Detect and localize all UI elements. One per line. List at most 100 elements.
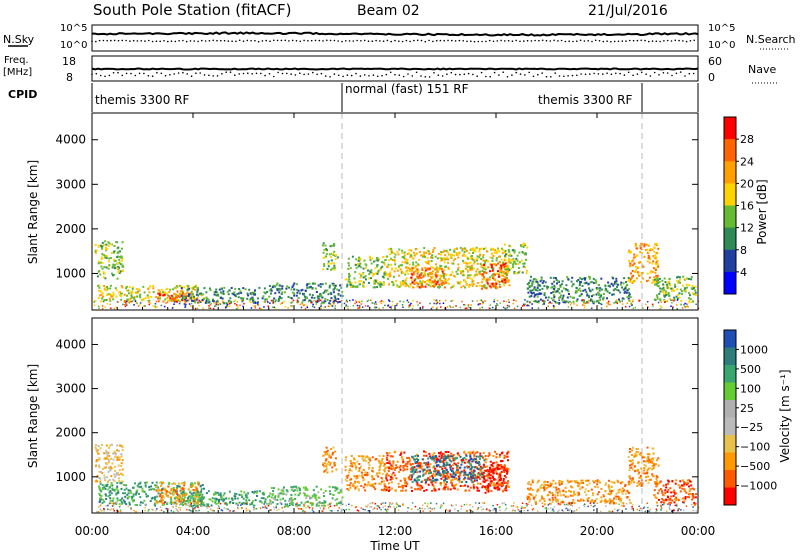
- echo-cell: [631, 300, 634, 303]
- echo-cell: [112, 478, 115, 481]
- echo-cell: [211, 497, 214, 500]
- noise-search-point: [625, 40, 627, 42]
- echo-cell: [98, 284, 101, 287]
- echo-cell: [591, 299, 594, 302]
- echo-cell: [398, 274, 401, 277]
- echo-cell: [636, 271, 639, 274]
- echo-cell: [434, 474, 437, 477]
- echo-cell: [503, 300, 505, 302]
- echo-cell: [354, 264, 357, 266]
- echo-cell: [184, 493, 187, 496]
- echo-cell: [419, 462, 421, 465]
- echo-cell: [248, 499, 251, 502]
- echo-cell: [156, 495, 159, 498]
- echo-cell: [464, 489, 467, 492]
- echo-cell: [226, 290, 229, 293]
- echo-cell: [444, 488, 446, 491]
- echo-cell: [680, 299, 683, 302]
- echo-cell: [598, 284, 600, 286]
- echo-cell: [420, 272, 423, 275]
- echo-cell: [507, 450, 510, 453]
- echo-cell: [134, 504, 137, 506]
- echo-cell: [635, 254, 638, 257]
- echo-cell: [429, 285, 432, 288]
- echo-cell: [582, 482, 585, 484]
- echo-cell: [429, 278, 432, 281]
- echo-cell: [419, 302, 421, 304]
- echo-cell: [118, 480, 121, 483]
- echo-cell: [406, 457, 409, 460]
- echo-cell: [468, 471, 471, 474]
- echo-cell: [418, 479, 420, 481]
- echo-cell: [423, 253, 426, 256]
- echo-cell: [498, 467, 501, 470]
- echo-cell: [370, 262, 373, 265]
- echo-cell: [114, 259, 117, 262]
- echo-cell: [489, 474, 492, 477]
- echo-cell: [496, 468, 499, 471]
- echo-cell: [412, 263, 415, 266]
- echo-cell: [371, 478, 374, 481]
- echo-cell: [340, 300, 343, 302]
- nave-point: [576, 74, 578, 77]
- echo-cell: [592, 492, 595, 495]
- echo-cell: [121, 241, 124, 244]
- echo-cell: [503, 474, 506, 477]
- echo-cell: [395, 280, 397, 282]
- nave-point: [229, 71, 232, 73]
- echo-cell: [209, 304, 212, 306]
- echo-cell: [105, 248, 108, 251]
- echo-cell: [326, 267, 329, 270]
- echo-cell: [435, 283, 438, 286]
- echo-cell: [457, 462, 460, 465]
- echo-cell: [101, 467, 104, 470]
- echo-cell: [503, 284, 506, 287]
- echo-cell: [168, 481, 171, 484]
- echo-cell: [101, 297, 104, 300]
- noise-search-point: [659, 40, 661, 43]
- echo-cell: [408, 458, 411, 461]
- echo-cell: [118, 449, 120, 452]
- echo-cell: [461, 254, 464, 257]
- echo-cell: [263, 306, 265, 308]
- echo-cell: [538, 288, 541, 291]
- echo-cell: [197, 500, 200, 503]
- echo-cell: [361, 300, 363, 303]
- echo-cell: [591, 499, 594, 502]
- echo-cell: [298, 487, 301, 490]
- echo-cell: [370, 484, 373, 487]
- echo-cell: [367, 299, 370, 302]
- echo-cell: [135, 291, 137, 294]
- echo-cell: [463, 279, 466, 282]
- echo-cell: [532, 278, 535, 281]
- echo-cell: [390, 263, 393, 266]
- echo-cell: [561, 280, 564, 283]
- echo-cell: [181, 299, 184, 302]
- echo-cell: [116, 262, 119, 265]
- echo-cell: [176, 290, 179, 293]
- nave-point: [363, 74, 366, 76]
- echo-cell: [526, 283, 529, 286]
- echo-cell: [507, 248, 510, 251]
- echo-cell: [495, 259, 498, 262]
- cpid-segment-1: themis 3300 RF: [95, 93, 189, 107]
- echo-cell: [553, 290, 556, 293]
- nave-point: [619, 72, 621, 75]
- echo-cell: [687, 292, 690, 295]
- echo-cell: [126, 304, 128, 306]
- echo-cell: [218, 288, 221, 291]
- echo-cell: [297, 297, 300, 299]
- echo-cell: [110, 484, 113, 487]
- echo-cell: [682, 275, 685, 278]
- echo-cell: [449, 475, 452, 478]
- echo-cell: [479, 262, 482, 265]
- echo-cell: [114, 488, 117, 491]
- echo-cell: [101, 241, 104, 244]
- echo-cell: [417, 461, 420, 464]
- echo-cell: [391, 300, 394, 303]
- noise-search-point: [655, 40, 658, 43]
- echo-cell: [372, 485, 375, 488]
- echo-cell: [487, 476, 490, 479]
- echo-cell: [145, 481, 148, 484]
- echo-cell: [216, 300, 218, 303]
